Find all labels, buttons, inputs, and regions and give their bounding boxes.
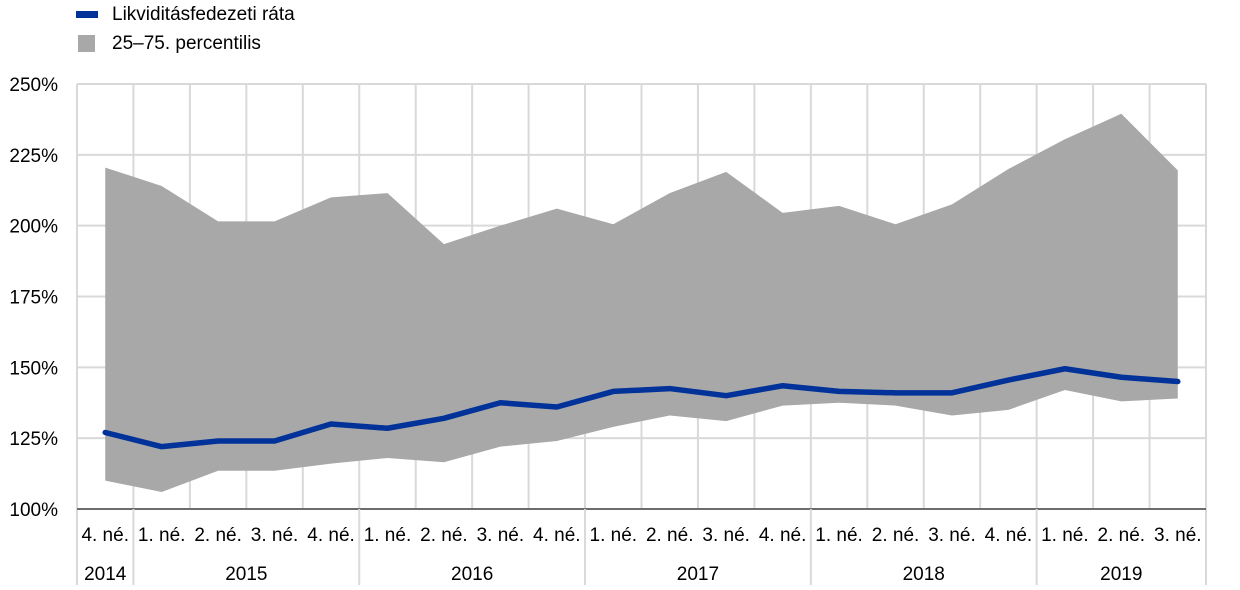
x-tick-label: 4. né. xyxy=(759,525,807,546)
y-tick-labels: 100% 125% 150% 175% 200% 225% 250% xyxy=(9,75,58,521)
x-tick-label: 2. né. xyxy=(872,525,920,546)
year-label: 2016 xyxy=(451,564,493,585)
x-tick-label: 4. né. xyxy=(533,525,581,546)
x-tick-label: 3. né. xyxy=(928,525,976,546)
legend: Likviditásfedezeti ráta 25–75. percentil… xyxy=(76,0,295,58)
year-label: 2015 xyxy=(225,564,267,585)
x-tick-label: 4. né. xyxy=(307,525,355,546)
percentile-band-area xyxy=(105,113,1178,492)
y-tick-label: 175% xyxy=(9,288,58,309)
ratio-line xyxy=(102,366,1181,450)
x-tick-label: 2. né. xyxy=(1098,525,1146,546)
legend-line-swatch xyxy=(76,11,98,18)
y-tick-label: 200% xyxy=(9,217,58,238)
ratio-line-path xyxy=(102,366,1181,450)
legend-band-label: 25–75. percentilis xyxy=(112,32,261,54)
year-label: 2014 xyxy=(84,564,127,585)
legend-item-band: 25–75. percentilis xyxy=(76,29,295,58)
x-tick-label: 3. né. xyxy=(1154,525,1202,546)
x-tick-label: 2. né. xyxy=(646,525,694,546)
x-tick-label: 3. né. xyxy=(702,525,750,546)
year-label: 2018 xyxy=(903,564,945,585)
x-tick-label: 1. né. xyxy=(815,525,863,546)
year-label: 2017 xyxy=(677,564,719,585)
x-tick-label: 3. né. xyxy=(251,525,299,546)
y-tick-label: 250% xyxy=(9,75,58,96)
legend-line-label: Likviditásfedezeti ráta xyxy=(112,3,295,25)
y-tick-label: 100% xyxy=(9,500,58,521)
legend-item-line: Likviditásfedezeti ráta xyxy=(76,0,295,29)
x-tick-label: 4. né. xyxy=(81,525,129,546)
x-tick-label: 2. né. xyxy=(420,525,468,546)
legend-band-swatch xyxy=(78,35,95,52)
x-tick-labels: 4. né. 1. né. 2. né. 3. né. 4. né. 1. né. 2. n… xyxy=(81,525,1201,546)
year-labels: 2014 2015 2016 2017 2018 2019 xyxy=(84,509,1142,585)
year-label: 2019 xyxy=(1100,564,1142,585)
axes xyxy=(76,84,1207,585)
x-tick-label: 1. né. xyxy=(590,525,638,546)
x-tick-label: 1. né. xyxy=(1041,525,1089,546)
y-tick-label: 150% xyxy=(9,358,58,379)
x-tick-label: 4. né. xyxy=(985,525,1033,546)
x-tick-label: 3. né. xyxy=(477,525,525,546)
x-tick-label: 1. né. xyxy=(364,525,412,546)
percentile-band xyxy=(105,113,1178,492)
y-tick-label: 225% xyxy=(9,146,58,167)
x-tick-label: 2. né. xyxy=(194,525,242,546)
x-tick-label: 1. né. xyxy=(138,525,186,546)
y-tick-label: 125% xyxy=(9,429,58,450)
